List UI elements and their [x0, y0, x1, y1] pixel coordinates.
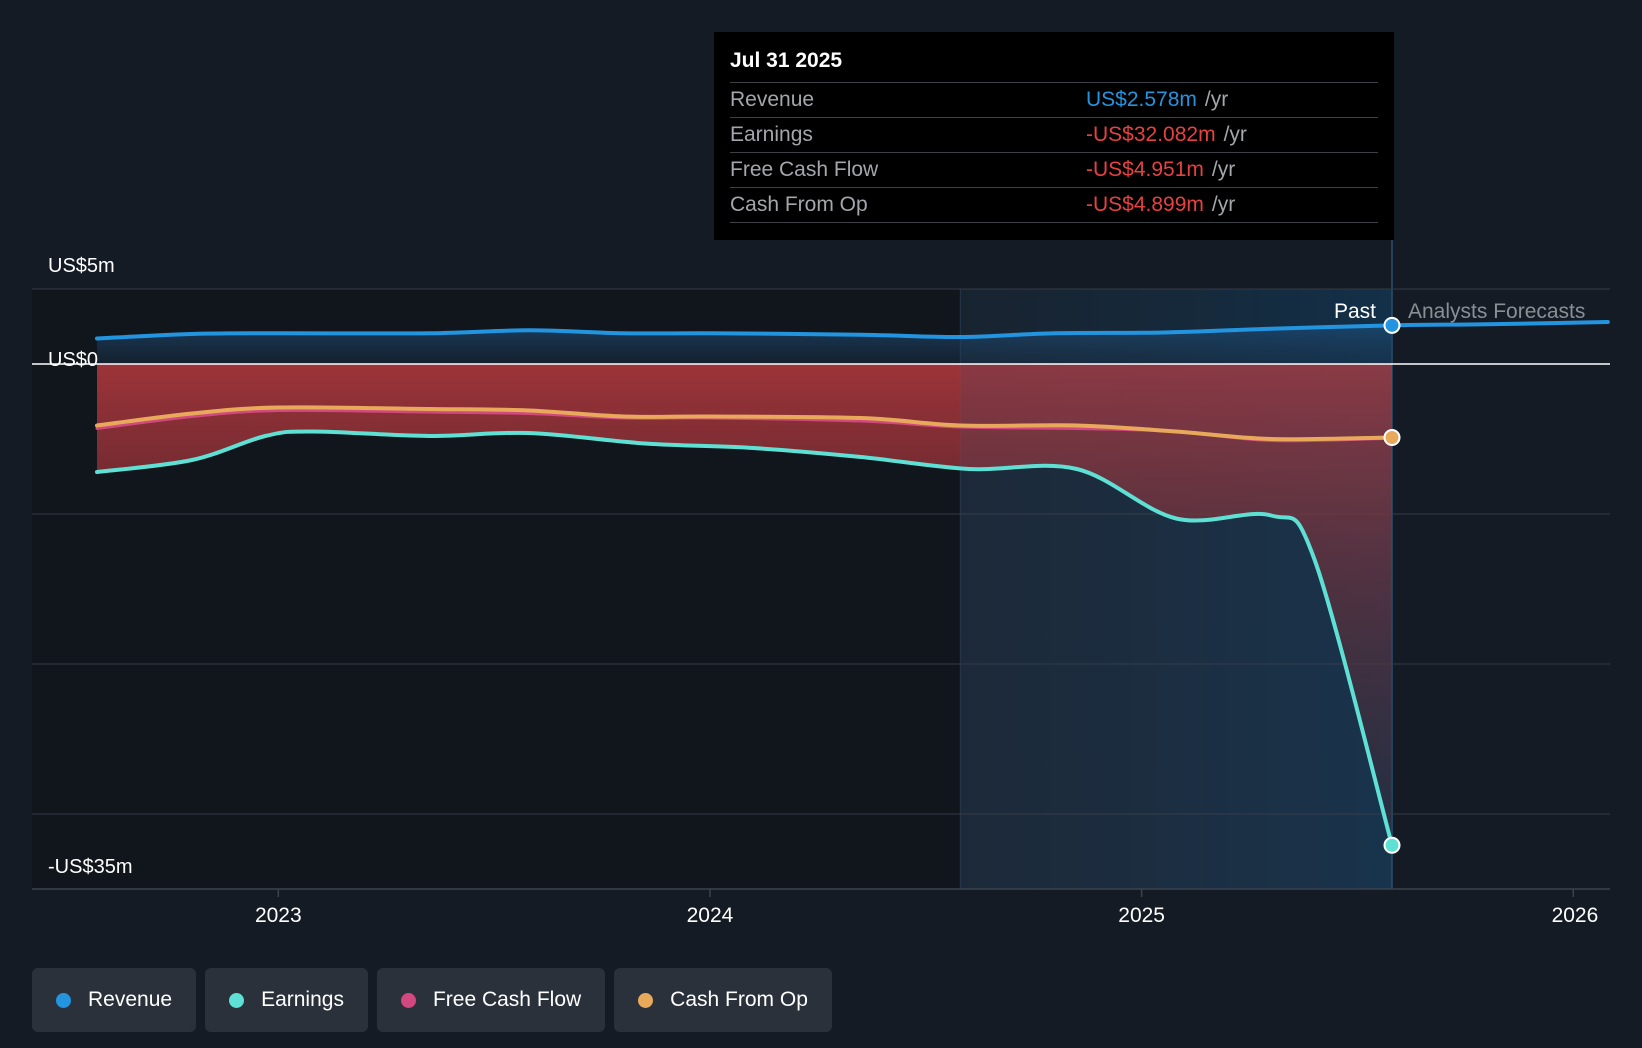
- data-tooltip: Jul 31 2025 Revenue US$2.578m /yr Earnin…: [714, 32, 1394, 240]
- y-tick-label: -US$35m: [48, 856, 132, 878]
- marker-earnings: [1383, 836, 1401, 854]
- legend-dot-icon: [229, 992, 245, 1008]
- tooltip-label: Cash From Op: [730, 193, 868, 216]
- tooltip-label: Revenue: [730, 88, 815, 111]
- legend-item-free-cash-flow[interactable]: Free Cash Flow: [376, 968, 606, 1032]
- series-line-earnings: [95, 429, 1394, 848]
- y-tick-label: US$0: [48, 349, 98, 371]
- x-tick-label: 2024: [687, 904, 734, 927]
- x-tick-label: 2023: [255, 904, 302, 927]
- x-tick-label: 2025: [1118, 904, 1165, 927]
- legend-label: Cash From Op: [670, 988, 808, 1011]
- tooltip-label: Earnings: [730, 123, 813, 146]
- tooltip-value: -US$4.899m: [1086, 193, 1204, 216]
- marker-revenue: [1383, 316, 1401, 334]
- marker-cash-from-op: [1383, 428, 1401, 446]
- analysts-forecasts-label: Analysts Forecasts: [1408, 300, 1586, 323]
- legend-item-cash-from-op[interactable]: Cash From Op: [614, 968, 832, 1032]
- tooltip-unit: /yr: [1211, 193, 1236, 216]
- tooltip-row-cash-from-op: Cash From Op -US$4.899m /yr: [730, 187, 1378, 223]
- tooltip-row-revenue: Revenue US$2.578m /yr: [730, 82, 1378, 117]
- tooltip-value: US$2.578m: [1086, 88, 1197, 111]
- legend-label: Free Cash Flow: [432, 988, 582, 1011]
- series-line-cash-from-op: [95, 405, 1394, 442]
- tooltip-row-earnings: Earnings -US$32.082m /yr: [730, 117, 1378, 152]
- tooltip-row-free-cash-flow: Free Cash Flow -US$4.951m /yr: [730, 152, 1378, 187]
- tooltip-label: Free Cash Flow: [730, 158, 879, 181]
- legend-item-earnings[interactable]: Earnings: [205, 968, 368, 1032]
- legend-label: Revenue: [88, 988, 173, 1011]
- tooltip-date: Jul 31 2025: [730, 49, 843, 72]
- tooltip-unit: /yr: [1204, 88, 1229, 111]
- x-tick-label: 2026: [1552, 904, 1599, 927]
- legend-label: Earnings: [261, 988, 344, 1011]
- y-tick-label: US$5m: [48, 255, 115, 277]
- highlight-overlay: [960, 364, 1392, 889]
- series-line-revenue: [95, 320, 1610, 341]
- tooltip-unit: /yr: [1211, 158, 1236, 181]
- legend-item-revenue[interactable]: Revenue: [32, 968, 197, 1032]
- tooltip-value: -US$4.951m: [1086, 158, 1204, 181]
- past-label: Past: [1333, 300, 1376, 323]
- legend-dot-icon: [56, 992, 71, 1008]
- tooltip-value: -US$32.082m: [1086, 123, 1216, 146]
- legend-dot-icon: [638, 992, 654, 1008]
- legend: Revenue Earnings Free Cash Flow Cash Fro…: [32, 968, 832, 1032]
- legend-dot-icon: [400, 992, 416, 1008]
- tooltip-unit: /yr: [1223, 123, 1247, 146]
